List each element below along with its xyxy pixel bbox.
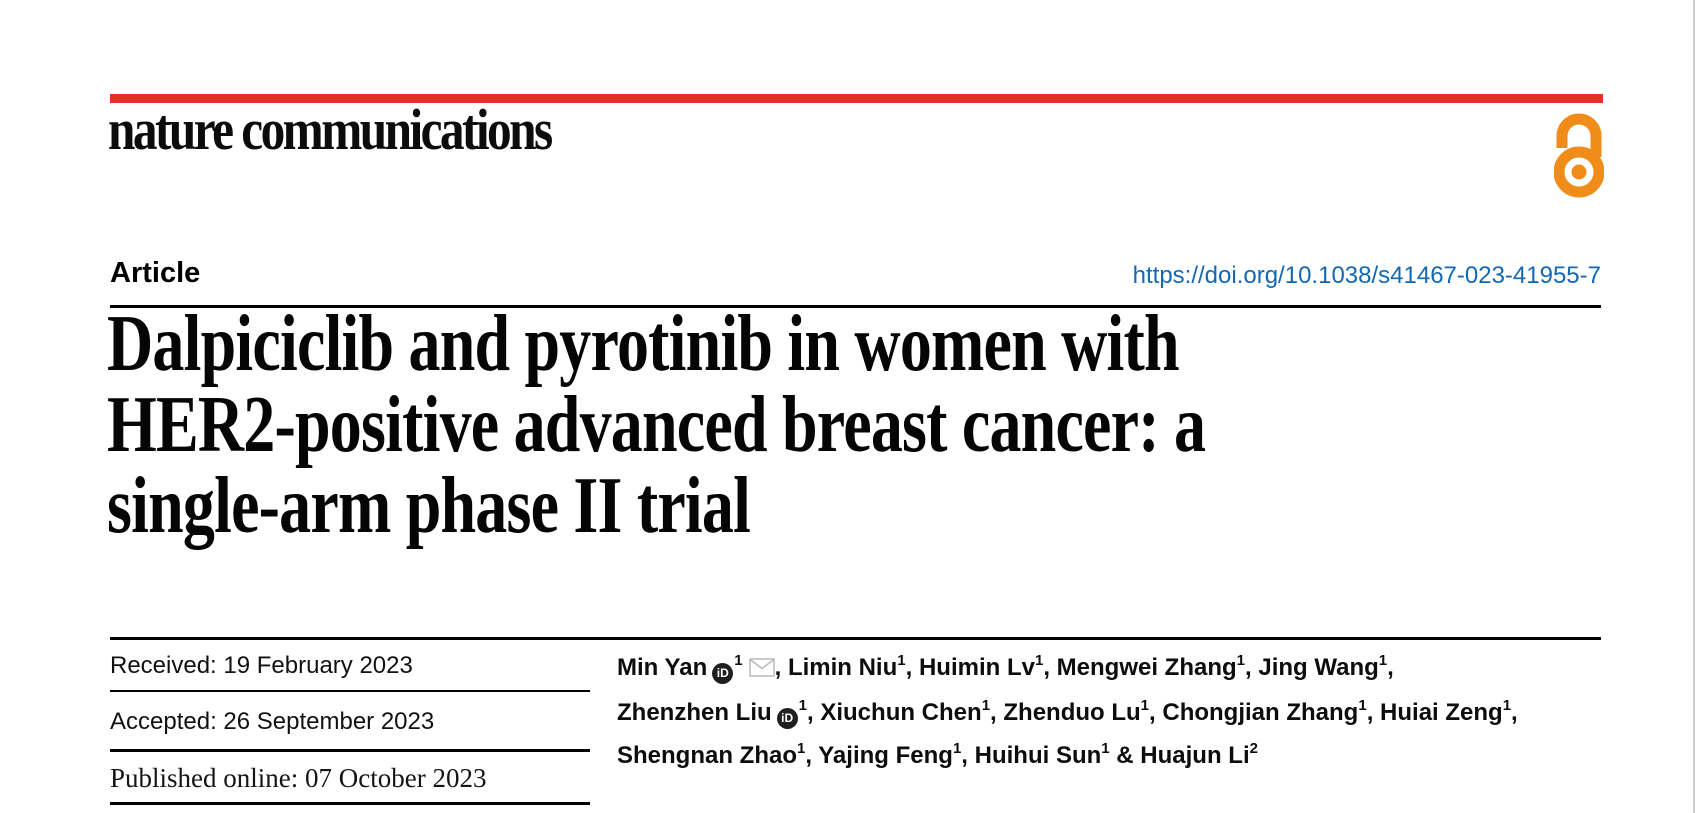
author-separator: ,	[807, 699, 821, 726]
author-name: Jing Wang	[1258, 654, 1379, 681]
author-name: Zhenduo Lu	[1003, 699, 1141, 726]
brand-accent-bar	[110, 94, 1603, 103]
author-affiliation-superscript: 1	[1358, 697, 1367, 714]
author-separator: ,	[1149, 699, 1163, 726]
author-separator: &	[1109, 742, 1141, 769]
author-affiliation-superscript: 1	[952, 740, 962, 757]
author-name: Limin Niu	[787, 654, 898, 681]
author-affiliation-superscript: 1	[734, 652, 743, 669]
author-separator: ,	[1511, 699, 1518, 726]
divider-rule-header	[110, 305, 1601, 308]
author-line: Min Yan iD1, Limin Niu1, Huimin Lv1, Meng…	[617, 643, 1617, 688]
article-title: Dalpiciclib and pyrotinib in women with …	[107, 304, 1371, 547]
author-affiliation-superscript: 1	[1140, 697, 1150, 714]
author-line: Shengnan Zhao1, Yajing Feng1, Huihui Sun…	[617, 731, 1617, 774]
author-name: Shengnan Zhao	[617, 742, 797, 769]
author-name: Yajing Feng	[818, 742, 953, 769]
author-separator: ,	[1043, 654, 1057, 681]
author-affiliation-superscript: 1	[897, 652, 906, 669]
author-name: Xiuchun Chen	[820, 699, 982, 726]
author-name: Min Yan	[617, 654, 708, 681]
page-edge	[1693, 0, 1695, 813]
author-separator: ,	[1387, 654, 1394, 681]
author-separator: ,	[961, 742, 975, 769]
author-name: Huiai Zeng	[1380, 699, 1503, 726]
orcid-icon[interactable]: iD	[712, 663, 734, 684]
author-affiliation-superscript: 2	[1249, 740, 1258, 757]
author-lines: Min Yan iD1, Limin Niu1, Huimin Lv1, Meng…	[617, 643, 1617, 774]
author-name: Mengwei Zhang	[1056, 654, 1237, 681]
author-name: Huimin Lv	[918, 654, 1035, 681]
author-separator: ,	[774, 654, 788, 681]
article-title-line1: Dalpiciclib and pyrotinib in women with	[107, 300, 1180, 388]
doi-link[interactable]: https://doi.org/10.1038/s41467-023-41955…	[1132, 262, 1601, 289]
author-affiliation-superscript: 1	[1101, 740, 1110, 757]
author-separator: ,	[990, 699, 1004, 726]
author-affiliation-superscript: 1	[981, 697, 991, 714]
author-separator: ,	[805, 742, 819, 769]
received-date: Received: 19 February 2023	[110, 652, 413, 679]
journal-logo: nature communications	[108, 97, 553, 162]
article-type-label: Article	[110, 257, 201, 289]
author-affiliation-superscript: 1	[797, 740, 806, 757]
author-affiliation-superscript: 1	[798, 697, 807, 714]
author-affiliation-superscript: 1	[1378, 652, 1388, 669]
author-affiliation-superscript: 1	[1034, 652, 1044, 669]
author-name: Huajun Li	[1140, 742, 1250, 769]
divider-rule-section	[110, 637, 1601, 640]
author-separator: ,	[1245, 654, 1259, 681]
author-separator: ,	[1366, 699, 1381, 726]
article-title-line2: HER2-positive advanced breast cancer: a	[107, 381, 1206, 469]
divider-rule-dates-2	[110, 749, 590, 752]
author-affiliation-superscript: 1	[1502, 697, 1512, 714]
author-separator: ,	[905, 654, 919, 681]
accepted-date: Accepted: 26 September 2023	[110, 708, 435, 735]
author-line: Zhenzhen Liu iD1, Xiuchun Chen1, Zhenduo …	[617, 688, 1617, 731]
article-title-line3: single-arm phase II trial	[107, 462, 751, 550]
author-name: Zhenzhen Liu	[617, 699, 772, 726]
author-name: Huihui Sun	[974, 742, 1102, 769]
email-envelope-icon[interactable]	[748, 651, 775, 688]
author-name: Chongjian Zhang	[1162, 699, 1359, 726]
orcid-icon[interactable]: iD	[776, 708, 798, 729]
author-affiliation-superscript: 1	[1236, 652, 1245, 669]
divider-rule-dates-3	[110, 802, 590, 805]
published-date: Published online: 07 October 2023	[110, 763, 487, 793]
divider-rule-dates-1	[110, 690, 590, 692]
open-access-icon	[1553, 111, 1605, 204]
